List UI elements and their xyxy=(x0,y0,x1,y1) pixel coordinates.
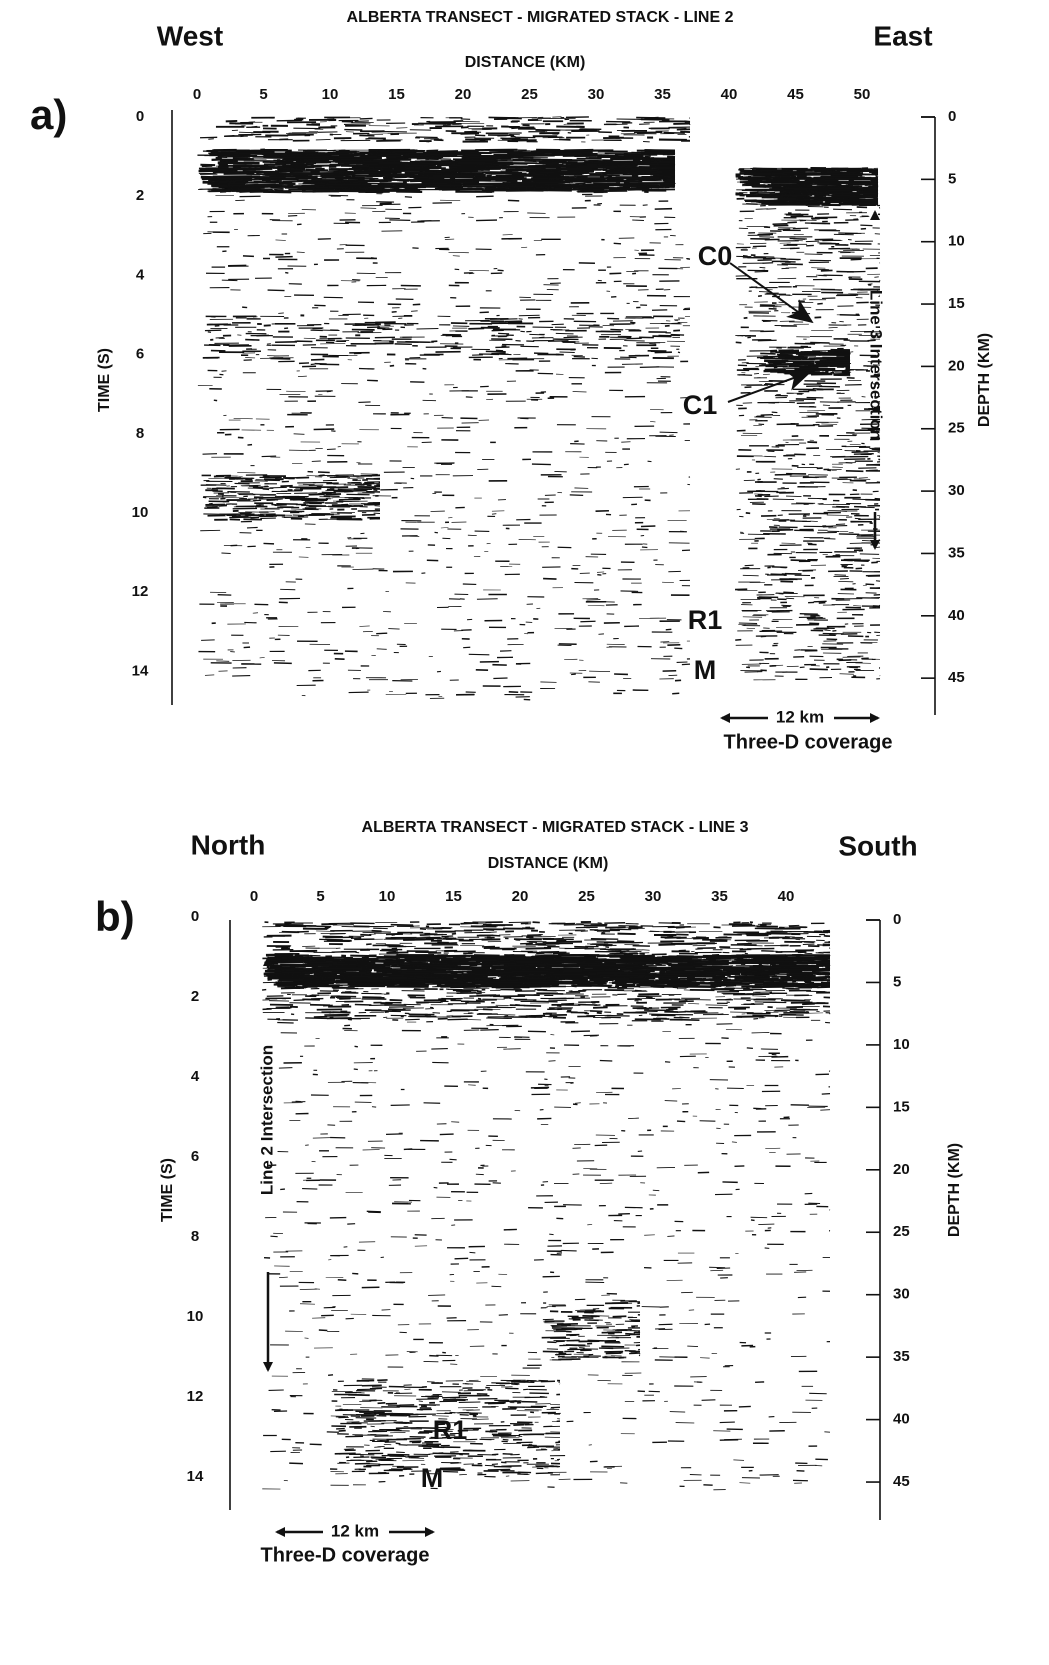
x-tick-label: 45 xyxy=(787,86,804,103)
x-axis-label: DISTANCE (KM) xyxy=(465,54,586,71)
x-tick-label: 15 xyxy=(388,86,405,103)
intersection-label: Line 3 Intersection xyxy=(867,290,886,440)
x-tick-label: 20 xyxy=(455,86,472,103)
panel: ALBERTA TRANSECT - MIGRATED STACK - LINE… xyxy=(95,819,963,1566)
x-tick-label: 25 xyxy=(521,86,538,103)
y2-tick-label: 5 xyxy=(948,170,956,187)
y2-tick-label: 30 xyxy=(948,482,965,499)
y2-tick-label: 0 xyxy=(948,108,956,125)
y-tick-label: 2 xyxy=(136,187,144,204)
x-tick-label: 30 xyxy=(588,86,605,103)
y2-axis-label: DEPTH (KM) xyxy=(976,333,993,427)
y2-tick-label: 40 xyxy=(948,607,965,624)
annotation-arrow xyxy=(730,263,812,322)
panel-title: ALBERTA TRANSECT - MIGRATED STACK - LINE… xyxy=(347,9,734,26)
x-tick-label: 40 xyxy=(721,86,738,103)
y2-tick-label: 15 xyxy=(948,295,965,312)
annotation-arrow xyxy=(728,372,810,402)
coverage-label: Three-D coverage xyxy=(724,731,893,753)
x-tick-label: 50 xyxy=(854,86,871,103)
annotation: R1 xyxy=(688,605,723,635)
y-tick-label: 6 xyxy=(136,346,144,363)
y-tick-label: 8 xyxy=(136,425,144,442)
panel: ALBERTA TRANSECT - MIGRATED STACK - LINE… xyxy=(30,9,993,753)
y-tick-label: 12 xyxy=(132,583,149,600)
y2-tick-label: 45 xyxy=(948,669,965,686)
y2-tick-label: 35 xyxy=(948,544,965,561)
annotation: C0 xyxy=(698,241,733,271)
right-direction: East xyxy=(873,20,932,51)
x-tick-label: 0 xyxy=(193,86,201,103)
y2-tick-label: 10 xyxy=(948,233,965,250)
x-tick-label: 10 xyxy=(322,86,339,103)
left-direction: West xyxy=(157,20,223,51)
annotation: M xyxy=(694,655,717,685)
x-tick-label: 5 xyxy=(259,86,267,103)
y-tick-label: 10 xyxy=(132,504,149,521)
coverage-span: 12 km xyxy=(776,707,824,726)
y2-tick-label: 25 xyxy=(948,420,965,437)
x-tick-label: 35 xyxy=(654,86,671,103)
panel-label: a) xyxy=(30,91,67,138)
y-tick-label: 0 xyxy=(136,108,144,125)
y2-tick-label: 20 xyxy=(948,357,965,374)
y-tick-label: 14 xyxy=(132,662,149,679)
y-tick-label: 4 xyxy=(136,266,145,283)
annotation: C1 xyxy=(683,390,718,420)
y-axis-label: TIME (S) xyxy=(96,348,113,412)
